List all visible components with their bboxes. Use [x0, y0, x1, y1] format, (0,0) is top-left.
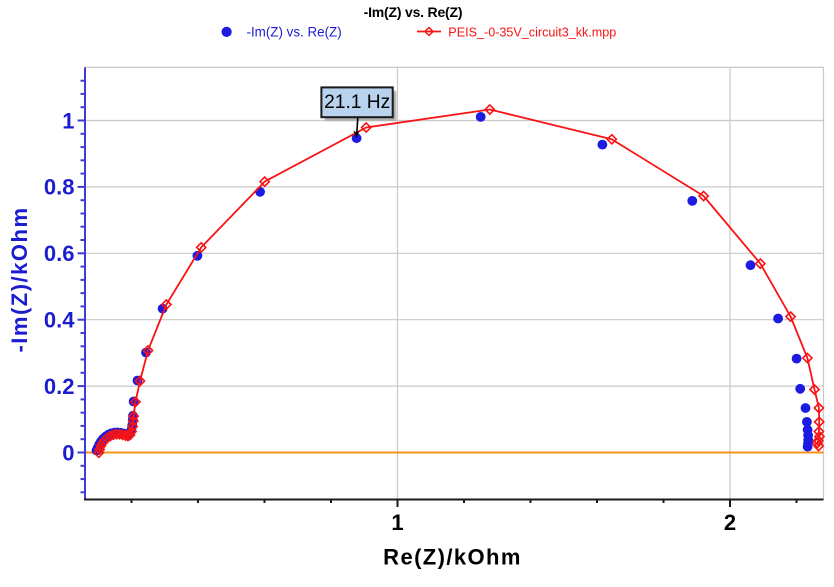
svg-text:-Im(Z) vs. Re(Z): -Im(Z) vs. Re(Z): [247, 25, 342, 40]
svg-text:0.2: 0.2: [44, 374, 75, 399]
svg-text:0.8: 0.8: [44, 175, 75, 200]
svg-text:Re(Z)/kOhm: Re(Z)/kOhm: [383, 545, 522, 570]
svg-text:21.1 Hz: 21.1 Hz: [324, 92, 390, 113]
svg-text:1: 1: [391, 510, 403, 535]
svg-text:0: 0: [62, 440, 74, 465]
svg-text:2: 2: [724, 510, 736, 535]
svg-text:0.4: 0.4: [44, 308, 75, 333]
svg-text:-Im(Z) vs. Re(Z): -Im(Z) vs. Re(Z): [364, 4, 463, 20]
svg-text:PEIS_-0-35V_circuit3_kk.mpp: PEIS_-0-35V_circuit3_kk.mpp: [448, 25, 616, 39]
svg-text:0.6: 0.6: [44, 241, 75, 266]
svg-text:1: 1: [62, 108, 74, 133]
svg-text:-Im(Z)/kOhm: -Im(Z)/kOhm: [7, 206, 32, 352]
